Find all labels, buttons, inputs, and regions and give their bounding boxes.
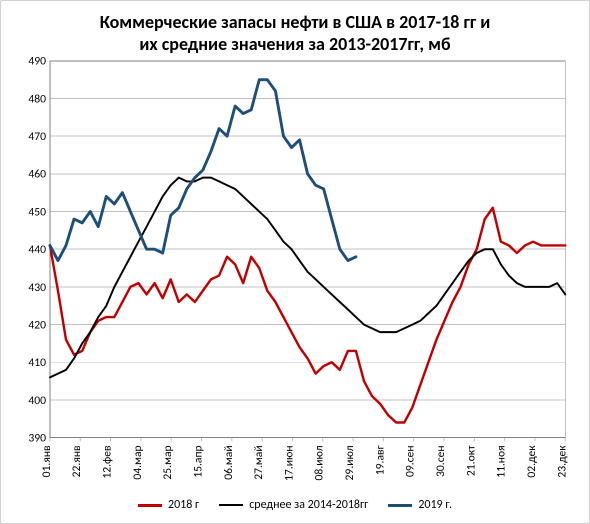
xtick-label: 25.мар — [161, 446, 175, 480]
legend-item: 2018 г — [138, 498, 199, 512]
ytick-label: 450 — [28, 206, 46, 220]
xtick-label: 27.май — [252, 446, 266, 480]
legend-label: среднее за 2014-2018гг — [249, 498, 368, 512]
ytick-label: 430 — [28, 281, 46, 295]
title-line-1: Коммерческие запасы нефти в США в 2017-1… — [100, 11, 491, 33]
legend-item: среднее за 2014-2018гг — [219, 498, 368, 512]
chart-container: Коммерческие запасы нефти в США в 2017-1… — [0, 0, 590, 524]
title-line-2: их средние значения за 2013-2017гг, мб — [139, 33, 450, 55]
legend-item: 2019 г. — [388, 498, 452, 512]
legend: 2018 г среднее за 2014-2018гг 2019 г. — [6, 494, 584, 518]
legend-swatch — [388, 504, 412, 507]
ytick-label: 490 — [28, 55, 46, 69]
legend-label: 2018 г — [168, 498, 199, 512]
ytick-label: 390 — [28, 432, 46, 446]
ytick-label: 460 — [28, 168, 46, 182]
chart-svg: 390 400 410 420 430 440 450 460 470 480 490 01.янв 2… — [6, 55, 584, 494]
xtick-label: 01.янв — [40, 445, 54, 477]
ytick-label: 470 — [28, 130, 46, 144]
xtick-label: 04.мар — [131, 446, 145, 480]
legend-swatch — [138, 504, 162, 507]
xtick-label: 30.сен — [434, 446, 448, 478]
xtick-label: 15.апр — [191, 446, 205, 478]
plot-area: 390 400 410 420 430 440 450 460 470 480 490 01.янв 2… — [6, 55, 584, 494]
xtick-label: 22.янв — [70, 445, 84, 477]
xtick-label: 08.июл — [313, 445, 327, 480]
series-line — [50, 208, 565, 423]
ytick-label: 440 — [28, 243, 46, 257]
chart-title: Коммерческие запасы нефти в США в 2017-1… — [6, 6, 584, 55]
xtick-label: 19.авг — [373, 446, 387, 476]
ytick-label: 480 — [28, 93, 46, 107]
xtick-label: 21.окт — [464, 445, 478, 476]
xtick-label: 29.июл — [343, 445, 357, 480]
ytick-label: 420 — [28, 319, 46, 333]
xtick-label: 06.май — [222, 446, 236, 480]
xtick-label: 02.дек — [525, 445, 539, 478]
x-axis: 01.янв 22.янв 12.фев 04.мар 25.мар 15.апр 06.м… — [40, 438, 569, 481]
xtick-label: 12.фев — [101, 445, 115, 479]
series-line — [50, 80, 356, 261]
xtick-label: 17.июн — [282, 446, 296, 482]
xtick-label: 09.сен — [404, 446, 418, 478]
xtick-label: 23.дек — [555, 445, 569, 478]
ytick-label: 400 — [28, 394, 46, 408]
ytick-label: 410 — [28, 356, 46, 370]
legend-swatch — [219, 504, 243, 506]
xtick-label: 11.ноя — [495, 446, 509, 479]
legend-label: 2019 г. — [418, 498, 452, 512]
